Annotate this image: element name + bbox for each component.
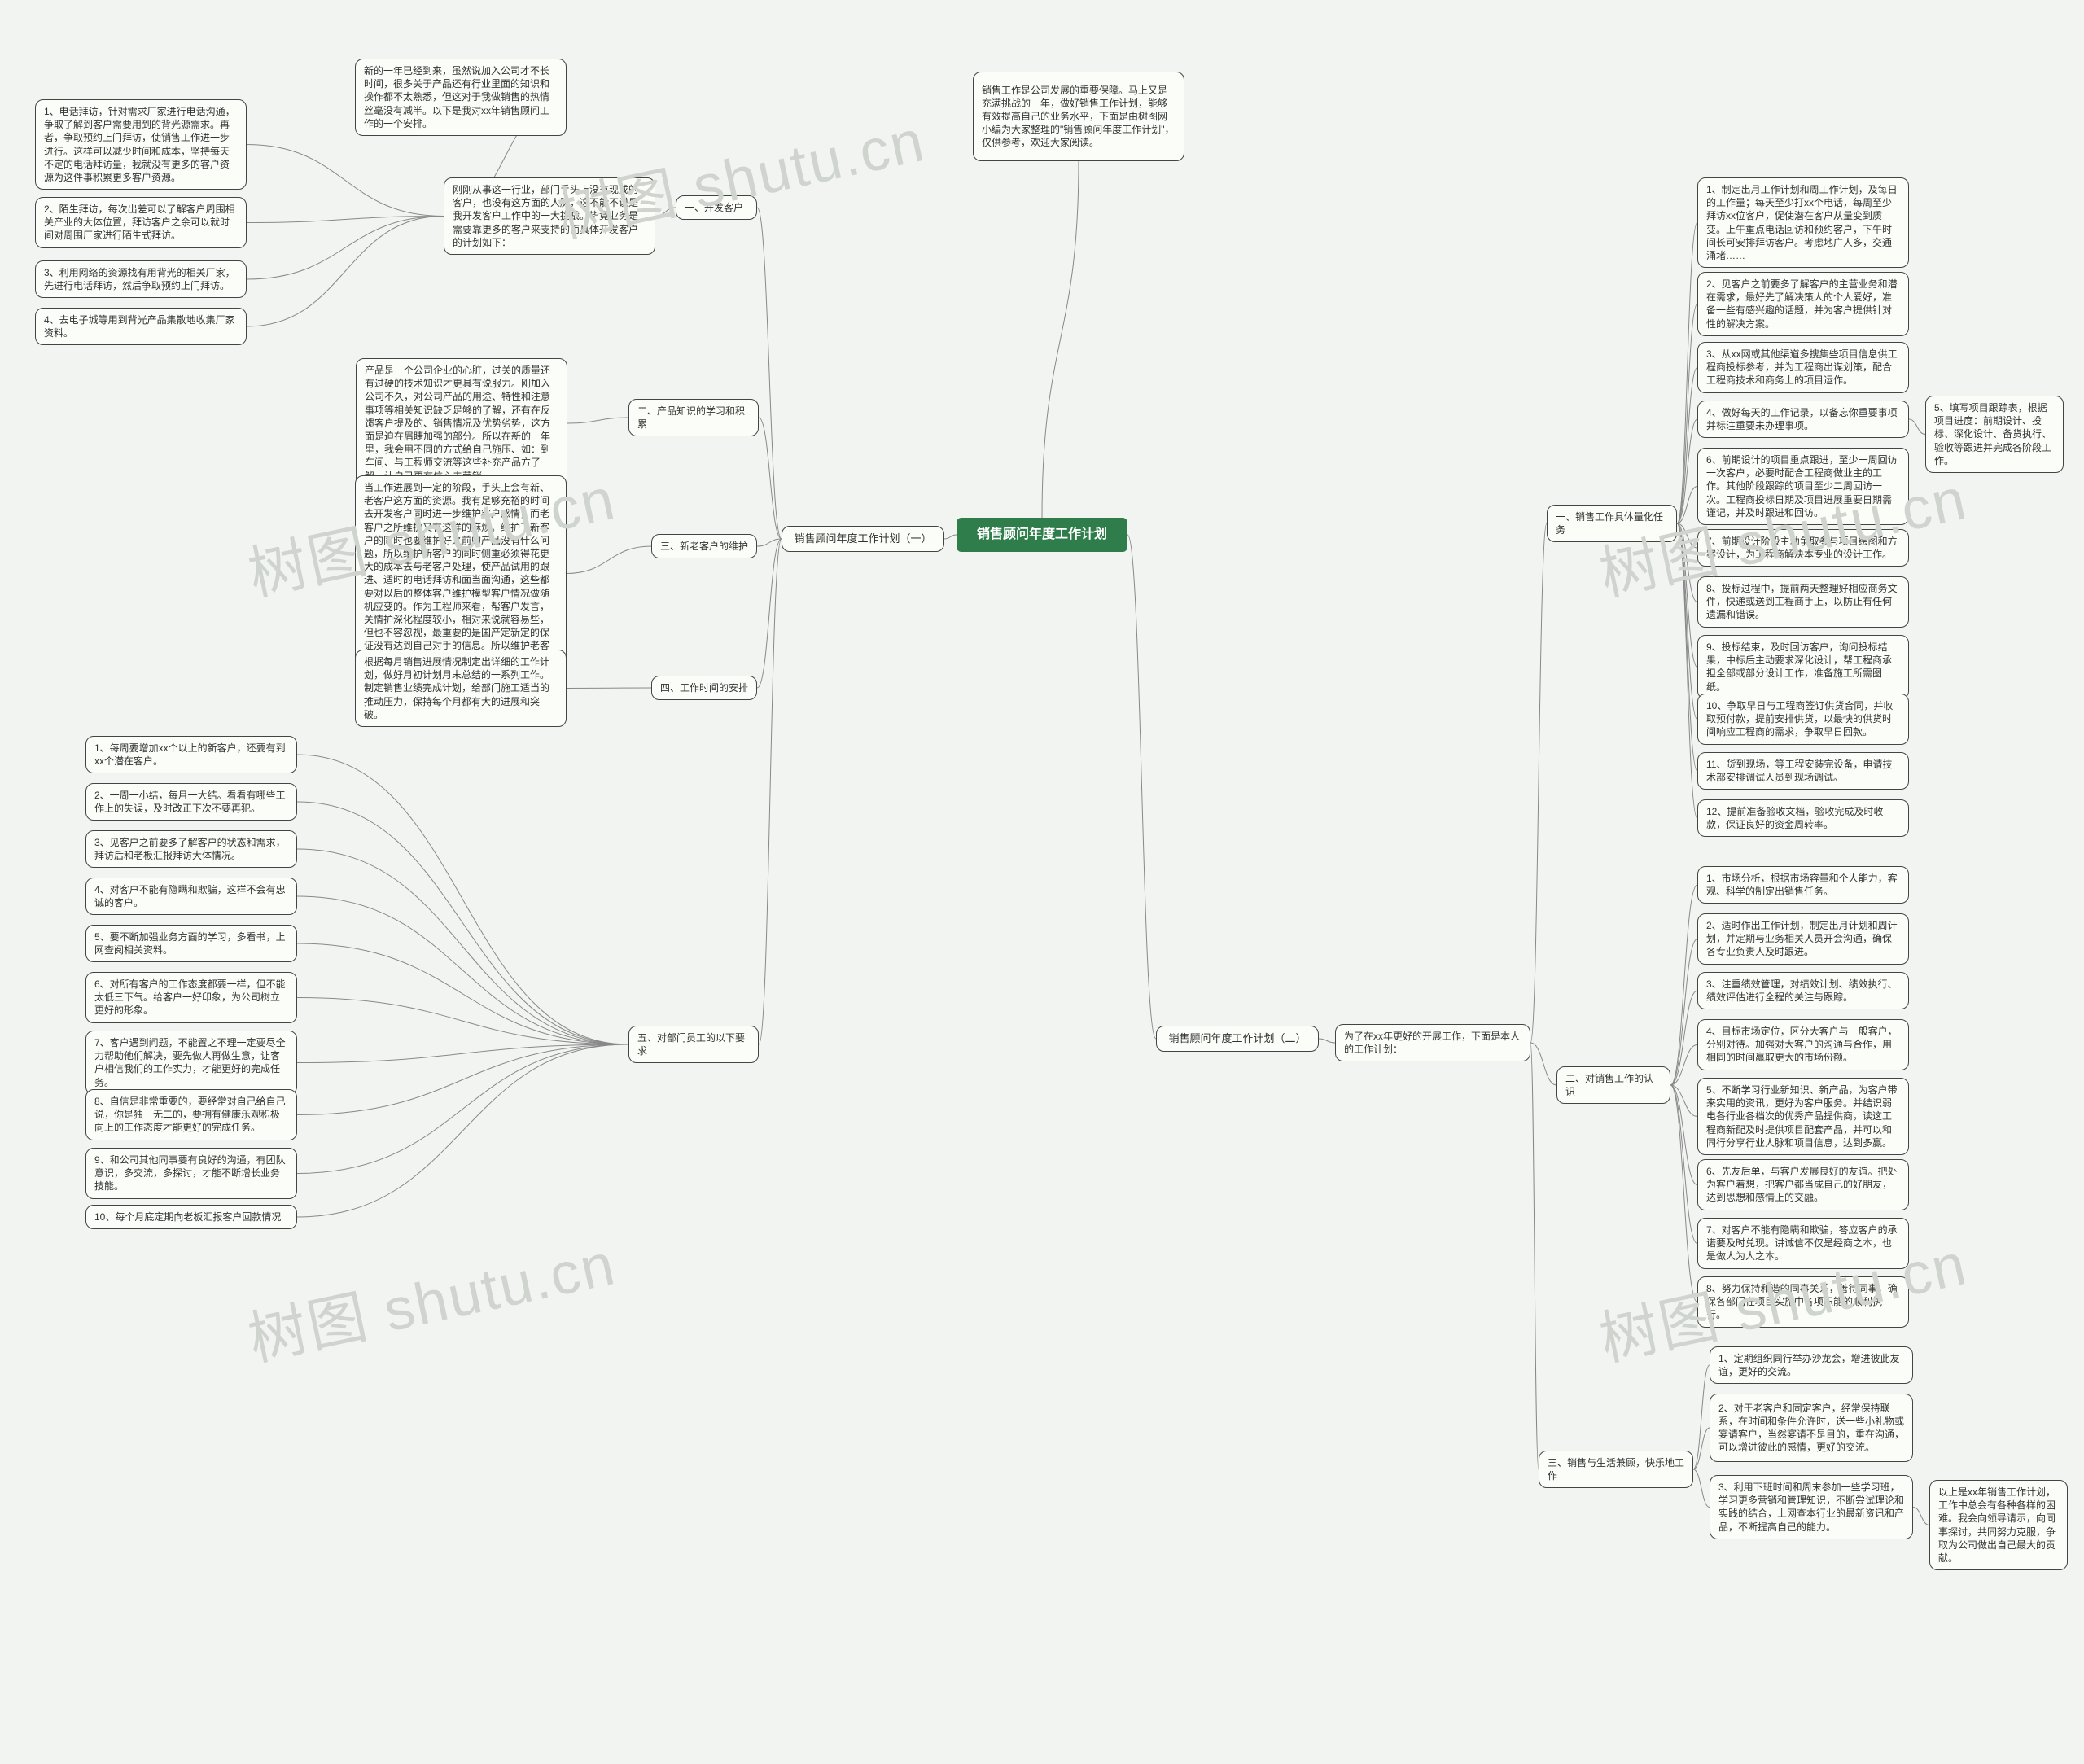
- node-L_b4: 四、工作时间的安排: [651, 676, 757, 700]
- node-R_plan2_mid: 为了在xx年更好的开展工作，下面是本人的工作计划：: [1335, 1024, 1530, 1061]
- node-L_b1_l3: 3、利用网络的资源找有用背光的相关厂家，先进行电话拜访，然后争取预约上门拜访。: [35, 260, 247, 298]
- node-L_b5_l5: 5、要不断加强业务方面的学习，多看书，上网查阅相关资料。: [85, 925, 297, 962]
- node-R_s2_l7: 7、对客户不能有隐瞒和欺骗，答应客户的承诺要及时兑现。讲诚信不仅是经商之本，也是…: [1697, 1218, 1909, 1269]
- node-R_s3_l3: 3、利用下班时间和周末参加一些学习班，学习更多营销和管理知识，不断尝试理论和实践…: [1710, 1475, 1913, 1539]
- node-R_plan2: 销售顾问年度工作计划（二）: [1156, 1026, 1319, 1052]
- node-R_s2: 二、对销售工作的认识: [1556, 1066, 1670, 1104]
- node-R_s1_l4b: 5、填写项目跟踪表，根据项目进度：前期设计、投标、深化设计、备货执行、验收等跟进…: [1925, 396, 2064, 473]
- node-R_s1_l6: 6、前期设计的项目重点跟进，至少一周回访一次客户，必要时配合工程商做业主的工作。…: [1697, 448, 1909, 525]
- node-L_b1: 一、开发客户: [676, 195, 757, 220]
- node-R_s1_l12: 12、提前准备验收文档，验收完成及时收款，保证良好的资金周转率。: [1697, 799, 1909, 837]
- node-R_s1_l11: 11、货到现场，等工程安装完设备，申请技术部安排调试人员到现场调试。: [1697, 752, 1909, 790]
- node-L_b4_l: 根据每月销售进展情况制定出详细的工作计划，做好月初计划月末总结的一系列工作。制定…: [355, 650, 567, 727]
- node-R_s2_l3: 3、注重绩效管理，对绩效计划、绩效执行、绩效评估进行全程的关注与跟踪。: [1697, 972, 1909, 1009]
- node-R_s1_l2: 2、见客户之前要多了解客户的主营业务和潜在需求，最好先了解决策人的个人爱好，准备…: [1697, 272, 1909, 336]
- node-R_s3_l3b: 以上是xx年销售工作计划，工作中总会有各种各样的困难。我会向领导请示，向同事探讨…: [1929, 1480, 2068, 1570]
- node-L_b5_l2: 2、一周一小结，每月一大结。看看有哪些工作上的失误，及时改正下次不要再犯。: [85, 783, 297, 821]
- node-L_b1_l1: 1、电话拜访，针对需求厂家进行电话沟通，争取了解到客户需要用到的背光源需求。再者…: [35, 99, 247, 190]
- node-L_b5_l6: 6、对所有客户的工作态度都要一样，但不能太低三下气。给客户一好印象，为公司树立更…: [85, 972, 297, 1023]
- node-R_s1_l10: 10、争取早日与工程商签订供货合同，并收取预付款，提前安排供货，以最快的供货时间…: [1697, 694, 1909, 745]
- node-root: 销售顾问年度工作计划: [957, 518, 1127, 552]
- node-R_s1: 一、销售工作具体量化任务: [1547, 505, 1677, 542]
- node-L_b5_l9: 9、和公司其他同事要有良好的沟通，有团队意识，多交流，多探讨，才能不断增长业务技…: [85, 1148, 297, 1199]
- node-R_s3_l1: 1、定期组织同行举办沙龙会，增进彼此友谊，更好的交流。: [1710, 1346, 1913, 1384]
- node-R_s1_l8: 8、投标过程中，提前两天整理好相应商务文件，快递或送到工程商手上，以防止有任何遗…: [1697, 576, 1909, 628]
- node-L_b5_l8: 8、自信是非常重要的，要经常对自己给自己说，你是独一无二的，要拥有健康乐观积极向…: [85, 1089, 297, 1140]
- watermark: 树图 shutu.cn: [239, 1216, 622, 1377]
- node-L_b5_l10: 10、每个月底定期向老板汇报客户回款情况: [85, 1205, 297, 1229]
- node-L_b2: 二、产品知识的学习和积累: [628, 399, 759, 436]
- node-intro: 销售工作是公司发展的重要保障。马上又是充满挑战的一年，做好销售工作计划，能够有效…: [973, 72, 1184, 161]
- node-L_b1_top: 新的一年已经到来，虽然说加入公司才不长时间，很多关于产品还有行业里面的知识和操作…: [355, 59, 567, 136]
- node-L_b5_l7: 7、客户遇到问题，不能置之不理一定要尽全力帮助他们解决，要先做人再做生意，让客户…: [85, 1031, 297, 1095]
- node-L_b5_l1: 1、每周要增加xx个以上的新客户，还要有到xx个潜在客户。: [85, 736, 297, 773]
- node-R_s2_l8: 8、努力保持和谐的同事关系，善待同事，确保各部门在项目实施中各项职能的顺利执行。: [1697, 1276, 1909, 1328]
- node-R_s1_l4a: 4、做好每天的工作记录，以备忘你重要事项并标注重要未办理事项。: [1697, 401, 1909, 438]
- node-L_b1_mid: 刚刚从事这一行业，部门手头上没有现成的客户，也没有这方面的人脉，这不能不说是我开…: [444, 177, 655, 255]
- node-R_s1_l1: 1、制定出月工作计划和周工作计划，及每日的工作量；每天至少打xx个电话，每周至少…: [1697, 177, 1909, 268]
- node-L_b1_l4: 4、去电子城等用到背光产品集散地收集厂家资料。: [35, 308, 247, 345]
- node-R_s2_l6: 6、先友后单，与客户发展良好的友谊。把处为客户着想，把客户都当成自己的好朋友，达…: [1697, 1159, 1909, 1210]
- node-R_s2_l1: 1、市场分析，根据市场容量和个人能力，客观、科学的制定出销售任务。: [1697, 866, 1909, 904]
- node-R_s3: 三、销售与生活兼顾，快乐地工作: [1539, 1451, 1693, 1488]
- mindmap-canvas: 销售顾问年度工作计划 销售工作是公司发展的重要保障。马上又是充满挑战的一年，做好销…: [0, 0, 2084, 1764]
- node-L_b2_l: 产品是一个公司企业的心脏，过关的质量还有过硬的技术知识才更具有说服力。刚加入公司…: [356, 358, 567, 488]
- node-R_s2_l5: 5、不断学习行业新知识、新产品，为客户带来实用的资讯，更好为客户服务。并结识弱电…: [1697, 1078, 1909, 1155]
- node-L_b1_l2: 2、陌生拜访，每次出差可以了解客户周围相关产业的大体位置，拜访客户之余可以就时间…: [35, 197, 247, 248]
- node-L_plan1: 销售顾问年度工作计划（一）: [782, 526, 944, 552]
- node-R_s1_l9: 9、投标结束，及时回访客户，询问投标结果，中标后主动要求深化设计，帮工程商承担全…: [1697, 635, 1909, 699]
- node-R_s1_l3: 3、从xx网或其他渠道多搜集些项目信息供工程商投标参考，并为工程商出谋划策，配合…: [1697, 342, 1909, 393]
- node-R_s1_l7: 7、前期设计阶段主动争取参与项目绘图和方案设计，为工程商解决本专业的设计工作。: [1697, 529, 1909, 567]
- node-R_s3_l2: 2、对于老客户和固定客户，经常保持联系，在时间和条件允许时，送一些小礼物或宴请客…: [1710, 1394, 1913, 1462]
- node-L_b5_l3: 3、见客户之前要多了解客户的状态和需求，拜访后和老板汇报拜访大体情况。: [85, 830, 297, 868]
- node-R_s2_l4: 4、目标市场定位，区分大客户与一般客户，分别对待。加强对大客户的沟通与合作，用相…: [1697, 1019, 1909, 1070]
- node-L_b3: 三、新老客户的维护: [651, 534, 757, 558]
- node-L_b5_l4: 4、对客户不能有隐瞒和欺骗，这样不会有忠诚的客户。: [85, 878, 297, 915]
- node-L_b3_l: 当工作进展到一定的阶段，手头上会有新、老客户这方面的资源。我有足够充裕的时间去开…: [355, 475, 567, 672]
- node-L_b5: 五、对部门员工的以下要求: [628, 1026, 759, 1063]
- node-R_s2_l2: 2、适时作出工作计划，制定出月计划和周计划，并定期与业务相关人员开会沟通，确保各…: [1697, 913, 1909, 965]
